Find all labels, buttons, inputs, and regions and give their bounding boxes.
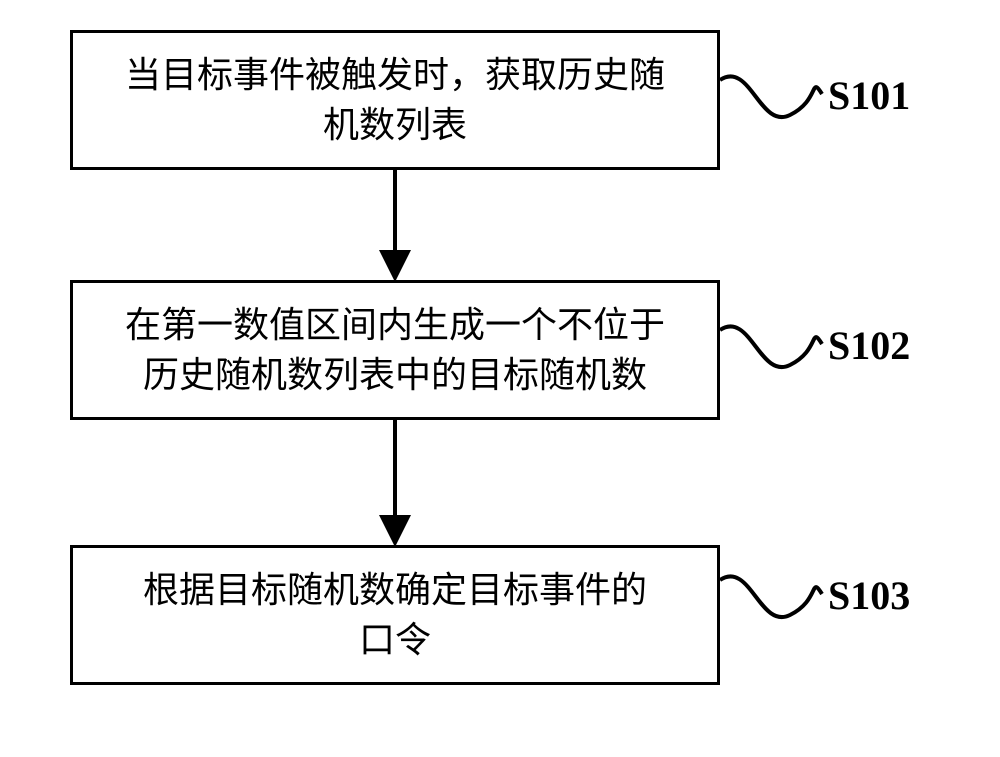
step-label-1: S101 <box>828 72 910 119</box>
node-1-text: 当目标事件被触发时，获取历史随 机数列表 <box>125 50 665 151</box>
flowchart-canvas: 当目标事件被触发时，获取历史随 机数列表 S101 在第一数值区间内生成一个不位… <box>0 0 1000 757</box>
node-3-text: 根据目标随机数确定目标事件的 口令 <box>143 565 647 666</box>
step-label-2: S102 <box>828 322 910 369</box>
node-2-text: 在第一数值区间内生成一个不位于 历史随机数列表中的目标随机数 <box>125 300 665 401</box>
flowchart-node-2: 在第一数值区间内生成一个不位于 历史随机数列表中的目标随机数 <box>70 280 720 420</box>
flowchart-node-3: 根据目标随机数确定目标事件的 口令 <box>70 545 720 685</box>
flowchart-node-1: 当目标事件被触发时，获取历史随 机数列表 <box>70 30 720 170</box>
step-label-3: S103 <box>828 572 910 619</box>
